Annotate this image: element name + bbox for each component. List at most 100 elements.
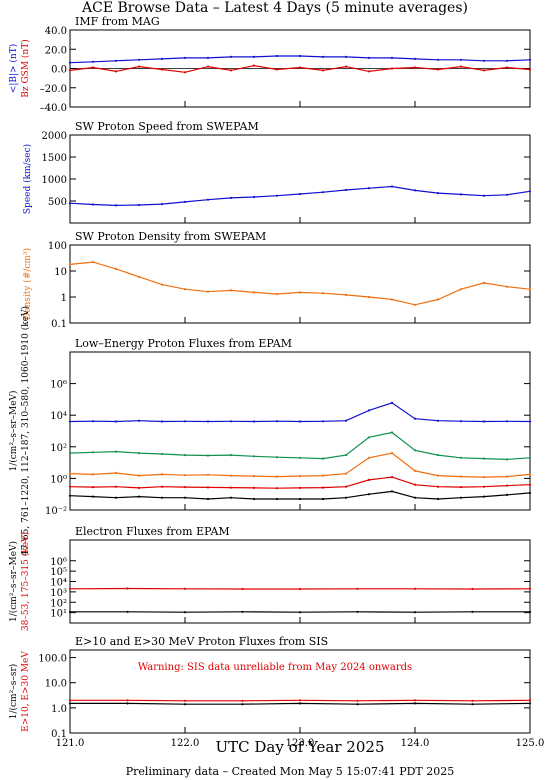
- data-point: [413, 483, 417, 486]
- y-tick-label: 0.1: [51, 319, 67, 330]
- data-point: [390, 476, 394, 479]
- data-point: [68, 420, 72, 423]
- data-point: [91, 66, 95, 69]
- data-point: [459, 486, 463, 489]
- data-point: [413, 702, 417, 705]
- data-point: [528, 699, 532, 702]
- data-point: [321, 292, 325, 295]
- data-point: [413, 449, 417, 452]
- data-point: [183, 56, 187, 60]
- data-point: [91, 203, 95, 206]
- data-point: [436, 58, 440, 61]
- data-point: [344, 472, 348, 475]
- data-point: [413, 587, 417, 590]
- data-point: [436, 298, 440, 301]
- data-point: [321, 497, 325, 501]
- data-point: [413, 303, 417, 306]
- panel-title: Electron Fluxes from EPAM: [75, 525, 230, 538]
- data-point: [321, 55, 325, 59]
- panel-title: Low–Energy Proton Fluxes from EPAM: [75, 337, 292, 350]
- data-point: [183, 611, 187, 614]
- data-point: [321, 420, 325, 423]
- data-point: [241, 703, 244, 706]
- y-tick-label: 40.0: [45, 26, 67, 37]
- data-point: [68, 61, 72, 64]
- data-point: [229, 474, 233, 477]
- data-point: [252, 486, 256, 489]
- data-point: [91, 451, 95, 454]
- data-point: [114, 485, 118, 488]
- y-tick-label: 10⁶: [50, 557, 67, 568]
- data-point: [206, 486, 210, 489]
- data-point: [160, 420, 164, 423]
- data-point: [528, 610, 532, 613]
- data-point: [367, 409, 371, 412]
- data-point: [91, 420, 95, 423]
- y-tick-label: 10⁴: [50, 578, 67, 589]
- x-axis-label: UTC Day of Year 2025: [216, 738, 385, 756]
- y-tick-label: 20.0: [45, 45, 67, 56]
- y-tick-label: 100.0: [38, 654, 67, 665]
- data-point: [126, 587, 129, 590]
- data-point: [367, 70, 371, 73]
- data-point: [137, 58, 141, 61]
- series-line-Density: [69, 261, 531, 306]
- data-point: [344, 419, 348, 422]
- y-tick-label: 0.0: [51, 65, 67, 76]
- data-point: [298, 475, 302, 478]
- data-point: [68, 610, 72, 613]
- data-point: [137, 419, 141, 422]
- data-point: [160, 57, 164, 61]
- data-point: [252, 64, 256, 67]
- data-point: [390, 56, 394, 60]
- panel-3: SW Proton Density from SWEPAM 0.1 1 10 100 De…: [22, 230, 532, 330]
- data-point: [206, 198, 210, 201]
- data-point: [413, 611, 417, 614]
- data-point: [367, 493, 371, 496]
- y-axis-label: Speed (km/sec): [22, 144, 33, 214]
- data-point: [114, 204, 118, 207]
- data-point: [252, 455, 256, 458]
- data-point: [505, 475, 509, 478]
- x-tick-label: 123.0: [286, 738, 315, 749]
- data-point: [344, 454, 348, 457]
- data-point: [126, 702, 129, 705]
- y-axis-label: Density (#/cm³): [22, 248, 33, 320]
- data-point: [298, 699, 302, 702]
- data-point: [298, 702, 302, 705]
- data-point: [137, 486, 141, 489]
- data-point: [126, 699, 129, 702]
- data-point: [436, 454, 440, 457]
- data-point: [183, 496, 187, 499]
- panel-frame: [69, 244, 531, 324]
- data-point: [298, 587, 302, 591]
- data-point: [229, 486, 233, 489]
- y-axis-label: E>10, E>30 MeV: [21, 651, 31, 732]
- data-point: [68, 587, 72, 590]
- data-point: [367, 187, 371, 190]
- data-point: [367, 456, 371, 459]
- panel-title: SW Proton Density from SWEPAM: [75, 230, 266, 243]
- data-point: [252, 497, 256, 501]
- data-point: [137, 474, 141, 477]
- data-point: [206, 290, 210, 293]
- data-point: [528, 456, 532, 459]
- data-point: [91, 60, 95, 63]
- data-point: [505, 66, 509, 69]
- data-point: [68, 494, 72, 497]
- y-tick-label: 10⁵: [50, 567, 67, 578]
- data-point: [137, 275, 141, 278]
- data-point: [275, 292, 279, 296]
- data-point: [459, 420, 463, 423]
- data-point: [344, 65, 348, 68]
- panel-title: IMF from MAG: [75, 15, 160, 28]
- y-tick-label: 100: [48, 241, 67, 252]
- data-point: [68, 702, 72, 705]
- data-point: [321, 474, 325, 477]
- data-point: [390, 401, 394, 404]
- data-point: [459, 193, 463, 196]
- data-point: [413, 496, 417, 499]
- data-point: [206, 65, 210, 68]
- data-point: [298, 456, 302, 459]
- data-point: [252, 291, 256, 294]
